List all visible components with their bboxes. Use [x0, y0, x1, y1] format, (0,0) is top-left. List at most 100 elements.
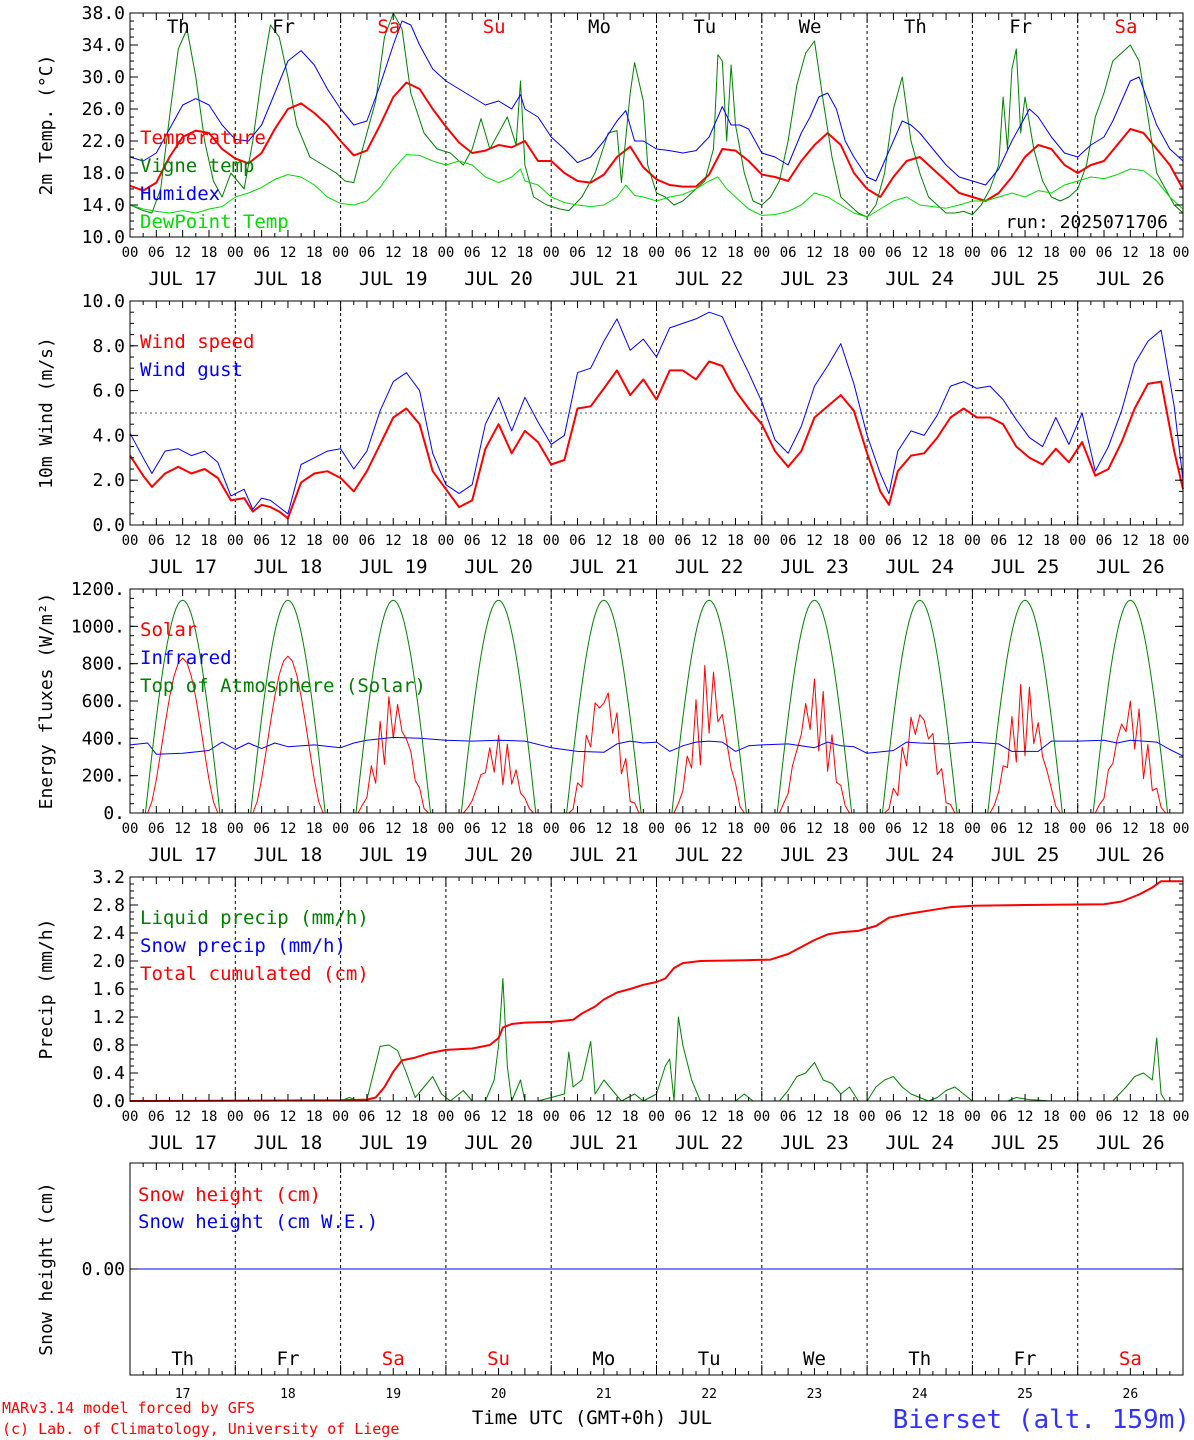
x-hour-label: 06: [358, 245, 375, 261]
x-hour-label: 00: [753, 821, 770, 837]
x-date-label: JUL 26: [1096, 1132, 1165, 1154]
x-hour-label: 06: [1096, 1109, 1113, 1125]
x-hour-label: 12: [174, 1109, 191, 1125]
x-hour-label: 00: [227, 1109, 244, 1125]
x-hour-label: 12: [701, 245, 718, 261]
y-axis-label: Energy fluxes (W/m²): [36, 593, 57, 810]
x-hour-label: 00: [1173, 1109, 1190, 1125]
y-tick-label: 26.0: [82, 99, 125, 120]
x-date-label: JUL 17: [148, 268, 217, 290]
x-hour-label: 06: [569, 245, 586, 261]
x-hour-label: 18: [306, 1109, 323, 1125]
x-hour-label: 18: [201, 821, 218, 837]
y-tick-label: 10.0: [82, 291, 125, 312]
x-date-label: JUL 20: [464, 844, 533, 866]
x-date-label: JUL 22: [675, 268, 744, 290]
x-date-label: JUL 20: [464, 1132, 533, 1154]
x-date-label: JUL 23: [780, 1132, 849, 1154]
y-tick-label: 34.0: [82, 35, 125, 56]
day-abbr-label: Tu: [698, 1348, 721, 1370]
y-tick-label: 0.8: [92, 1035, 125, 1056]
x-hour-label: 18: [622, 821, 639, 837]
x-date-label: JUL 22: [675, 844, 744, 866]
x-hour-label: 12: [174, 533, 191, 549]
x-hour-label: 06: [358, 533, 375, 549]
x-hour-label: 00: [122, 245, 139, 261]
x-hour-label: 00: [122, 1109, 139, 1125]
day-abbr-label: Th: [908, 1348, 931, 1370]
x-date-label: JUL 20: [464, 268, 533, 290]
x-date-label: JUL 19: [359, 556, 428, 578]
x-hour-label: 06: [885, 533, 902, 549]
day-number-label: 22: [701, 1387, 717, 1402]
day-abbr-label: Su: [487, 1348, 510, 1370]
x-date-label: JUL 24: [885, 268, 954, 290]
day-abbr-label: Su: [483, 16, 506, 38]
x-hour-label: 00: [122, 821, 139, 837]
day-abbr-label: Th: [904, 16, 927, 38]
x-hour-label: 18: [832, 1109, 849, 1125]
day-number-label: 21: [596, 1387, 612, 1402]
y-tick-label: 18.0: [82, 163, 125, 184]
x-date-label: JUL 21: [570, 268, 639, 290]
y-tick-label: 800.: [82, 654, 125, 675]
x-hour-label: 00: [859, 821, 876, 837]
x-hour-label: 00: [1069, 1109, 1086, 1125]
x-hour-label: 18: [938, 1109, 955, 1125]
x-date-label: JUL 23: [780, 268, 849, 290]
x-hour-label: 18: [727, 821, 744, 837]
legend-entry: DewPoint Temp: [140, 211, 289, 233]
x-date-label: JUL 25: [991, 556, 1060, 578]
legend-entry: Humidex: [140, 183, 220, 205]
y-tick-label: 0.0: [92, 1091, 125, 1112]
day-abbr-label: Fr: [1009, 16, 1032, 38]
y-tick-label: 0.0: [92, 515, 125, 536]
legend-entry: Vigne temp: [140, 155, 254, 177]
x-hour-label: 06: [1096, 821, 1113, 837]
x-hour-label: 06: [148, 1109, 165, 1125]
y-tick-label: 6.0: [92, 381, 125, 402]
y-tick-label: 8.0: [92, 336, 125, 357]
x-hour-label: 00: [648, 533, 665, 549]
day-abbr-label: Fr: [277, 1348, 300, 1370]
y-axis-label: Precip (mm/h): [36, 919, 57, 1060]
y-tick-label: 1200.: [71, 579, 125, 600]
x-date-label: JUL 18: [254, 1132, 323, 1154]
x-hour-label: 18: [938, 821, 955, 837]
x-hour-label: 12: [280, 1109, 297, 1125]
x-hour-label: 00: [543, 821, 560, 837]
x-hour-label: 06: [358, 821, 375, 837]
x-date-label: JUL 24: [885, 844, 954, 866]
x-date-label: JUL 22: [675, 1132, 744, 1154]
x-hour-label: 12: [385, 1109, 402, 1125]
x-hour-label: 12: [1017, 1109, 1034, 1125]
x-hour-label: 18: [727, 245, 744, 261]
x-hour-label: 12: [911, 533, 928, 549]
legend-entry: Wind gust: [140, 359, 243, 381]
x-hour-label: 00: [437, 1109, 454, 1125]
x-hour-label: 00: [1173, 533, 1190, 549]
x-date-label: JUL 23: [780, 844, 849, 866]
credit-model: MARv3.14 model forced by GFS: [2, 1399, 255, 1417]
x-hour-label: 06: [780, 1109, 797, 1125]
x-hour-label: 06: [1096, 245, 1113, 261]
x-date-label: JUL 23: [780, 556, 849, 578]
x-hour-label: 00: [437, 533, 454, 549]
day-abbr-label: Fr: [1014, 1348, 1037, 1370]
x-hour-label: 12: [1122, 245, 1139, 261]
day-abbr-label: We: [803, 1348, 826, 1370]
x-hour-label: 12: [806, 245, 823, 261]
x-hour-label: 18: [1043, 533, 1060, 549]
legend-entry: Top of Atmosphere (Solar): [140, 675, 426, 697]
x-hour-label: 12: [911, 821, 928, 837]
day-number-label: 18: [280, 1387, 296, 1402]
x-hour-label: 00: [964, 533, 981, 549]
x-hour-label: 00: [1173, 821, 1190, 837]
x-hour-label: 12: [701, 533, 718, 549]
x-hour-label: 18: [516, 533, 533, 549]
x-hour-label: 06: [990, 1109, 1007, 1125]
y-tick-label: 3.2: [92, 867, 125, 888]
x-hour-label: 00: [859, 533, 876, 549]
day-abbr-label: Sa: [377, 16, 400, 38]
x-hour-label: 12: [911, 1109, 928, 1125]
